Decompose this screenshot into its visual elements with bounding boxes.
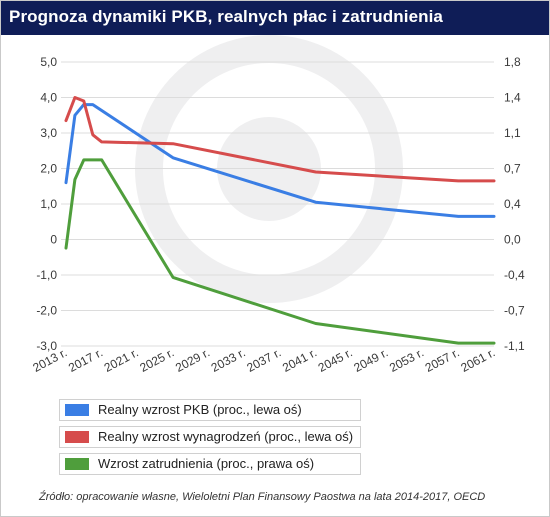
chart-title: Prognoza dynamiki PKB, realnych płac i z… <box>9 7 443 26</box>
right-tick-label: 0,4 <box>504 197 521 211</box>
legend-swatch-wages <box>65 431 89 443</box>
right-tick-label: -0,4 <box>504 268 525 282</box>
right-tick-label: 1,4 <box>504 91 521 105</box>
source-note: Źródło: opracowanie własne, Wieloletni P… <box>39 491 486 503</box>
x-tick-label: 2029 r. <box>173 345 212 375</box>
x-tick-label: 2045 r. <box>316 345 355 375</box>
left-axis: 5,0 4,0 3,0 2,0 1,0 0 -1,0 -2,0 -3,0 <box>36 55 57 353</box>
legend-item-wages: Realny wzrost wynagrodzeń (proc., lewa o… <box>59 426 361 448</box>
series-lines <box>64 96 496 345</box>
x-tick-label: 2061 r. <box>458 345 497 375</box>
series-line-pkb <box>64 103 496 218</box>
right-tick-label: 0,7 <box>504 162 521 176</box>
legend-item-pkb: Realny wzrost PKB (proc., lewa oś) <box>59 399 361 421</box>
right-tick-label: -1,1 <box>504 339 525 353</box>
x-tick-label: 2037 r. <box>244 345 283 375</box>
left-tick-label: 0 <box>50 233 57 247</box>
left-tick-label: -2,0 <box>36 304 57 318</box>
x-tick-label: 2053 r. <box>387 345 426 375</box>
right-tick-label: 0,0 <box>504 233 521 247</box>
right-tick-label: 1,8 <box>504 55 521 69</box>
legend-label-wages: Realny wzrost wynagrodzeń (proc., lewa o… <box>98 429 354 444</box>
legend-item-employment: Wzrost zatrudnienia (proc., prawa oś) <box>59 453 361 475</box>
x-tick-label: 2025 r. <box>137 345 176 375</box>
legend-swatch-pkb <box>65 404 89 416</box>
left-tick-label: -1,0 <box>36 268 57 282</box>
left-tick-label: 1,0 <box>40 197 57 211</box>
x-tick-label: 2057 r. <box>423 345 462 375</box>
right-tick-label: 1,1 <box>504 126 521 140</box>
x-axis: 2013 r.2017 r.2021 r.2025 r.2029 r.2033 … <box>30 345 497 375</box>
legend-swatch-employment <box>65 458 89 470</box>
legend-label-pkb: Realny wzrost PKB (proc., lewa oś) <box>98 402 302 417</box>
right-tick-label: -0,7 <box>504 304 525 318</box>
title-bar: Prognoza dynamiki PKB, realnych płac i z… <box>1 1 549 35</box>
left-tick-label: 3,0 <box>40 126 57 140</box>
grid-lines <box>61 61 494 347</box>
x-tick-label: 2033 r. <box>209 345 248 375</box>
legend-label-employment: Wzrost zatrudnienia (proc., prawa oś) <box>98 456 315 471</box>
x-tick-label: 2041 r. <box>280 345 319 375</box>
left-tick-label: 5,0 <box>40 55 57 69</box>
x-tick-label: 2017 r. <box>66 345 105 375</box>
right-axis: 1,8 1,4 1,1 0,7 0,4 0,0 -0,4 -0,7 -1,1 <box>504 55 525 353</box>
series-line-employment <box>64 158 496 345</box>
series-line-wages <box>64 96 496 183</box>
left-tick-label: 2,0 <box>40 162 57 176</box>
left-tick-label: 4,0 <box>40 91 57 105</box>
x-tick-label: 2049 r. <box>351 345 390 375</box>
x-tick-label: 2021 r. <box>102 345 141 375</box>
left-tick-label: -3,0 <box>36 339 57 353</box>
